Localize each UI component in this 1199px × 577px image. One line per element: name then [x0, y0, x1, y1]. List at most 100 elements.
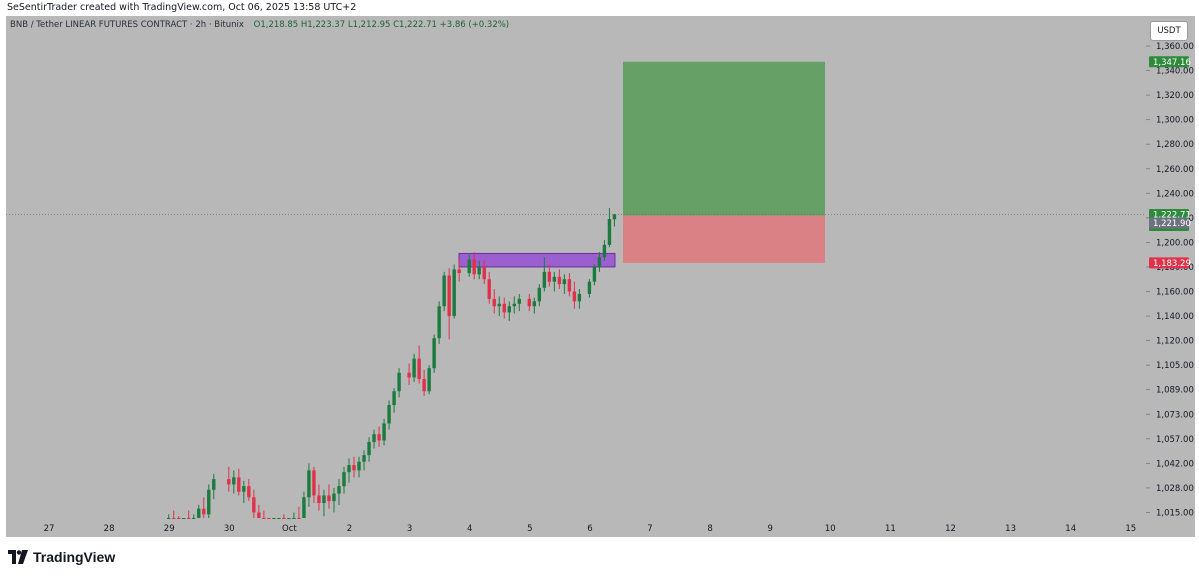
candle[interactable]	[467, 254, 471, 277]
candle[interactable]	[347, 458, 351, 483]
candle[interactable]	[612, 213, 617, 227]
candle[interactable]	[502, 297, 506, 319]
candle[interactable]	[427, 365, 431, 395]
candle[interactable]	[282, 514, 286, 519]
candle[interactable]	[257, 504, 261, 518]
candle[interactable]	[302, 491, 306, 518]
candle[interactable]	[272, 518, 276, 519]
candle[interactable]	[542, 257, 547, 292]
candle-body	[417, 358, 421, 379]
candle[interactable]	[537, 284, 542, 307]
candle[interactable]	[532, 297, 537, 314]
candle[interactable]	[527, 293, 532, 312]
candle[interactable]	[482, 259, 486, 285]
currency-button[interactable]: USDT	[1150, 21, 1188, 41]
candle-body	[542, 271, 547, 288]
candle[interactable]	[357, 456, 361, 478]
price-tick: 1,340.00	[1146, 67, 1194, 77]
candle[interactable]	[322, 489, 326, 517]
candle[interactable]	[307, 463, 311, 507]
candle-body	[442, 275, 446, 307]
candle[interactable]	[172, 510, 176, 519]
candle[interactable]	[327, 484, 331, 509]
candle[interactable]	[227, 466, 231, 492]
candle[interactable]	[207, 484, 211, 518]
candle[interactable]	[422, 369, 426, 396]
candle[interactable]	[492, 289, 496, 314]
candle[interactable]	[552, 271, 557, 292]
candle[interactable]	[337, 479, 341, 505]
candle[interactable]	[317, 484, 321, 511]
candle[interactable]	[382, 418, 386, 446]
time-tick-label: 3	[407, 524, 412, 534]
candle[interactable]	[587, 279, 592, 298]
candle[interactable]	[547, 264, 552, 287]
candle[interactable]	[367, 437, 371, 462]
candle[interactable]	[457, 259, 461, 282]
candle[interactable]	[437, 301, 441, 344]
candle[interactable]	[577, 289, 582, 309]
candle[interactable]	[497, 296, 501, 317]
candle[interactable]	[567, 273, 572, 297]
candle[interactable]	[517, 293, 521, 312]
candle[interactable]	[197, 504, 201, 518]
candle[interactable]	[247, 479, 251, 502]
candle[interactable]	[597, 252, 602, 272]
candle[interactable]	[212, 473, 216, 500]
candle[interactable]	[387, 400, 391, 430]
candle[interactable]	[267, 518, 271, 519]
candle[interactable]	[512, 296, 516, 314]
candle[interactable]	[297, 506, 301, 519]
candle[interactable]	[342, 466, 346, 494]
candle[interactable]	[182, 518, 186, 519]
candle[interactable]	[287, 518, 291, 519]
candle[interactable]	[292, 512, 296, 519]
candle[interactable]	[487, 271, 491, 304]
candle[interactable]	[557, 269, 562, 290]
candle[interactable]	[352, 456, 356, 478]
candle[interactable]	[202, 497, 206, 518]
candle[interactable]	[242, 480, 246, 504]
candle[interactable]	[602, 239, 607, 261]
price-tick: 1,300.00	[1146, 116, 1194, 126]
candle[interactable]	[232, 470, 236, 494]
candle[interactable]	[417, 345, 421, 384]
chart-pane[interactable]	[6, 16, 1195, 537]
stop-zone[interactable]	[623, 215, 825, 263]
candle[interactable]	[237, 468, 241, 496]
candle[interactable]	[412, 353, 416, 383]
candle[interactable]	[252, 489, 256, 518]
candle[interactable]	[332, 487, 336, 513]
candle[interactable]	[277, 518, 281, 519]
tradingview-logo[interactable]: TradingView	[8, 549, 115, 565]
candle[interactable]	[397, 368, 401, 398]
candle[interactable]	[432, 334, 436, 373]
candle[interactable]	[262, 510, 266, 519]
candle[interactable]	[407, 363, 411, 386]
candle[interactable]	[177, 516, 181, 519]
candle[interactable]	[362, 450, 366, 471]
candle[interactable]	[312, 466, 316, 504]
candle[interactable]	[507, 301, 511, 321]
resistance-zone[interactable]	[458, 252, 616, 268]
candle[interactable]	[447, 268, 451, 340]
candle[interactable]	[377, 426, 381, 447]
candle[interactable]	[572, 281, 577, 309]
candle[interactable]	[452, 264, 456, 319]
price-tick: 1,042.00	[1146, 459, 1194, 469]
candle[interactable]	[372, 429, 376, 449]
candle[interactable]	[167, 514, 171, 519]
candle-body	[587, 281, 592, 294]
candle[interactable]	[592, 264, 597, 286]
candle[interactable]	[192, 514, 196, 519]
candle[interactable]	[442, 271, 446, 312]
price-tick: 1,120.00	[1146, 337, 1194, 347]
candle[interactable]	[392, 388, 396, 413]
candle[interactable]	[607, 208, 612, 248]
candle[interactable]	[472, 252, 476, 280]
candle[interactable]	[477, 260, 481, 280]
candle[interactable]	[562, 274, 567, 294]
candle[interactable]	[187, 510, 191, 519]
target-zone[interactable]	[623, 61, 825, 216]
